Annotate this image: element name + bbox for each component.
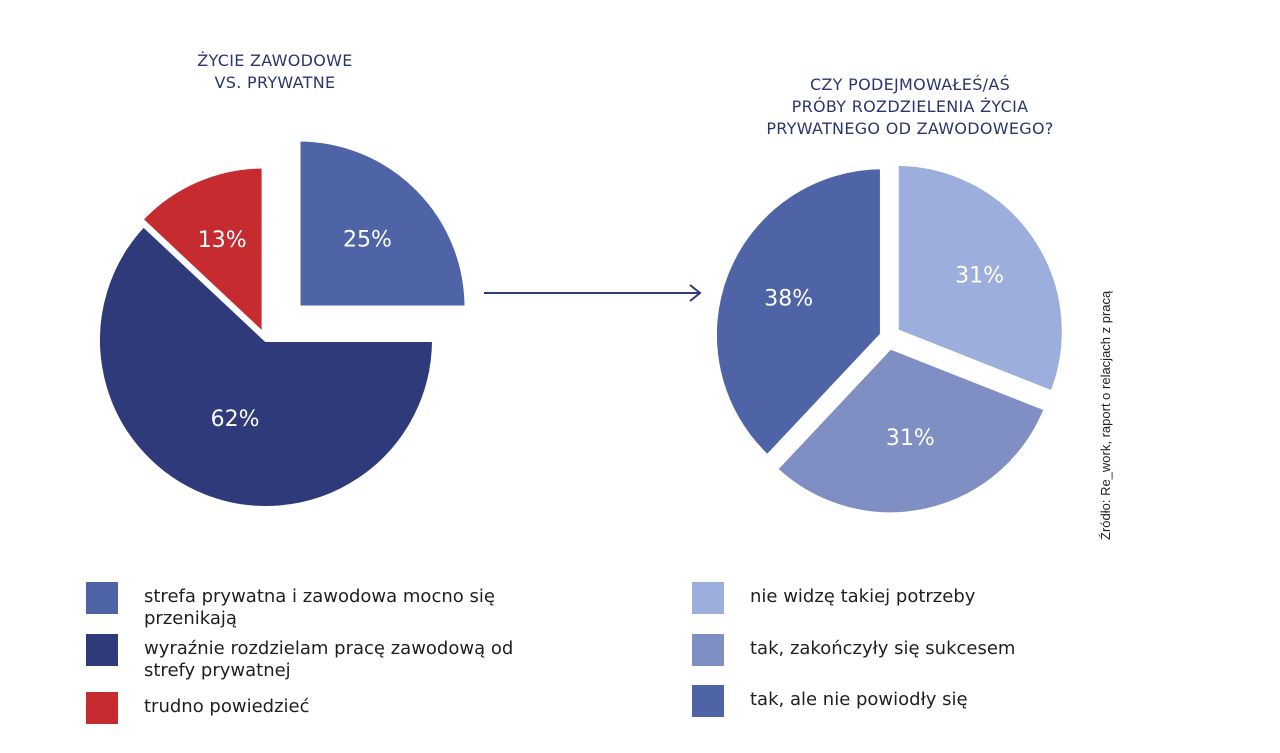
- legend-swatch-success: [692, 634, 724, 666]
- legend-label-overlap: strefa prywatna i zawodowa mocno się prz…: [144, 586, 495, 629]
- slice-success-value-label: 31%: [886, 426, 935, 451]
- right-chart-title-line-3: PRYWATNEGO OD ZAWODOWEGO?: [766, 119, 1054, 138]
- right-chart-title-line-2: PRÓBY ROZDZIELENIA ŻYCIA: [791, 97, 1029, 116]
- left-chart-title: ŻYCIE ZAWODOWE VS. PRYWATNE: [160, 50, 390, 94]
- connector-arrow-head: [689, 284, 702, 302]
- slice-separate: [96, 222, 437, 510]
- legend-label-failed: tak, ale nie powiodły się: [750, 689, 968, 710]
- slice-hard-to-say-value-label: 13%: [198, 228, 247, 253]
- left-chart-title-line-2: VS. PRYWATNE: [214, 73, 336, 92]
- pie-chart-2: 31% 31% 38%: [711, 160, 1067, 518]
- slice-no-need: [893, 160, 1067, 397]
- legend-swatch-failed: [692, 685, 724, 717]
- source-note: Źródło: Re_work, raport o relacjach z pr…: [1098, 290, 1113, 540]
- legend-label-hard-to-say: trudno powiedzieć: [144, 696, 310, 717]
- connector-arrow: [484, 284, 702, 302]
- slice-overlap-value-label: 25%: [343, 228, 392, 253]
- left-chart-title-line-1: ŻYCIE ZAWODOWE: [197, 51, 353, 70]
- legend-swatch-hard-to-say: [86, 692, 118, 724]
- slice-overlap: [296, 137, 469, 310]
- right-chart-title-line-1: CZY PODEJMOWAŁEŚ/AŚ: [809, 75, 1011, 94]
- pie-chart-1: 25% 62% 13%: [96, 137, 469, 510]
- legend-label-success: tak, zakończyły się sukcesem: [750, 638, 1016, 659]
- legend-swatch-overlap: [86, 582, 118, 614]
- legend-swatch-no-need: [692, 582, 724, 614]
- legend-label-no-need: nie widzę takiej potrzeby: [750, 586, 976, 607]
- legend-swatch-separate: [86, 634, 118, 666]
- slice-hard-to-say: [138, 164, 266, 340]
- slice-failed-value-label: 38%: [764, 287, 813, 312]
- slice-no-need-value-label: 31%: [955, 264, 1004, 289]
- legend-label-separate: wyraźnie rozdzielam pracę zawodową od st…: [144, 638, 514, 681]
- right-chart-title: CZY PODEJMOWAŁEŚ/AŚ PRÓBY ROZDZIELENIA Ż…: [740, 74, 1080, 140]
- slice-separate-value-label: 62%: [211, 407, 260, 432]
- slice-success: [771, 343, 1050, 518]
- slice-failed: [711, 164, 885, 461]
